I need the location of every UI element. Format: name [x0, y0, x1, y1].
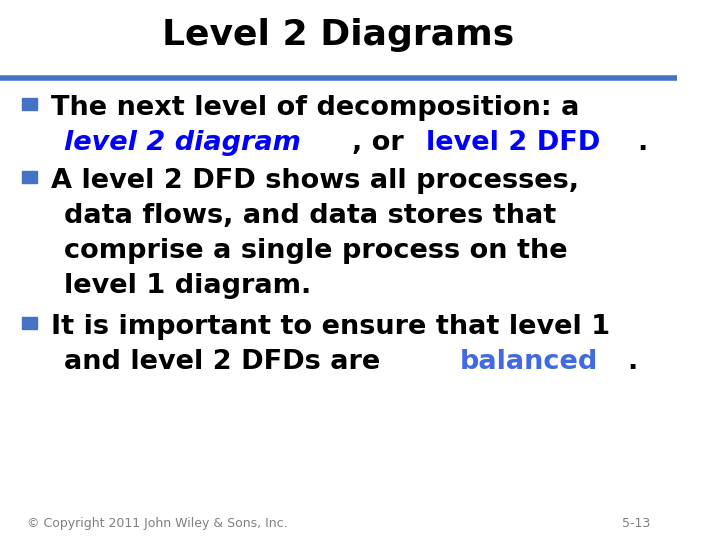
Text: A level 2 DFD shows all processes,: A level 2 DFD shows all processes,: [51, 168, 579, 194]
Text: balanced: balanced: [459, 349, 598, 375]
FancyBboxPatch shape: [22, 317, 37, 329]
Text: It is important to ensure that level 1: It is important to ensure that level 1: [51, 314, 610, 340]
Text: and level 2 DFDs are: and level 2 DFDs are: [64, 349, 390, 375]
Text: , or: , or: [351, 130, 413, 156]
Text: Level 2 Diagrams: Level 2 Diagrams: [163, 18, 515, 52]
Text: comprise a single process on the: comprise a single process on the: [64, 238, 568, 264]
Text: .: .: [637, 130, 648, 156]
Text: level 2 diagram: level 2 diagram: [64, 130, 301, 156]
Text: © Copyright 2011 John Wiley & Sons, Inc.: © Copyright 2011 John Wiley & Sons, Inc.: [27, 517, 288, 530]
FancyBboxPatch shape: [22, 171, 37, 183]
FancyBboxPatch shape: [22, 98, 37, 110]
Text: .: .: [627, 349, 637, 375]
Text: 5-13: 5-13: [621, 517, 650, 530]
Text: level 2 DFD: level 2 DFD: [426, 130, 600, 156]
Text: The next level of decomposition: a: The next level of decomposition: a: [51, 95, 579, 121]
Text: data flows, and data stores that: data flows, and data stores that: [64, 203, 557, 229]
Text: level 1 diagram.: level 1 diagram.: [64, 273, 312, 299]
